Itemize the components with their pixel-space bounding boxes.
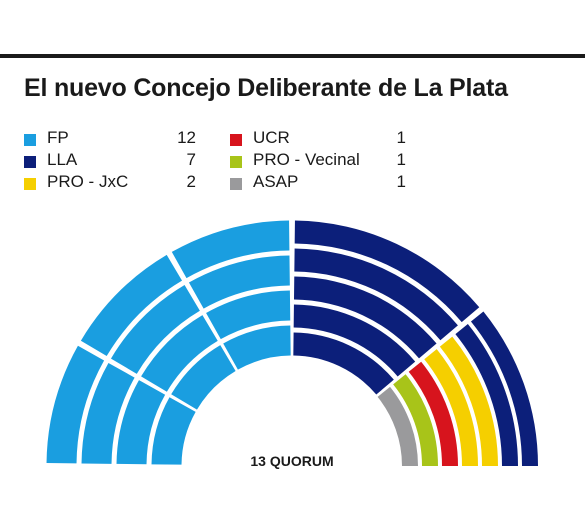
quorum-annotation: 13 QUORUM [250, 453, 333, 469]
seat-group [46, 220, 538, 466]
legend-swatch [230, 156, 242, 168]
seat [141, 315, 218, 392]
legend-label: PRO - JxC [47, 172, 129, 191]
seat [293, 304, 416, 377]
seat [293, 276, 437, 359]
seat [81, 362, 135, 464]
seat [439, 336, 498, 466]
top-rule [0, 54, 585, 58]
seat [188, 255, 290, 309]
seat [377, 386, 418, 466]
seat [293, 332, 394, 395]
legend-label: FP [47, 128, 69, 147]
legend-value: 1 [396, 150, 406, 169]
seat [294, 220, 480, 323]
seat [80, 254, 183, 357]
legend-label: LLA [47, 150, 78, 169]
legend: FP 12 LLA 7 PRO - JxC 2 UCR 1 PRO - Veci… [24, 128, 424, 198]
seat [294, 248, 458, 341]
legend-label: UCR [253, 128, 290, 147]
seat [470, 311, 538, 466]
seat [223, 325, 291, 370]
seat [455, 324, 518, 466]
legend-value: 1 [396, 172, 406, 191]
seat [206, 290, 291, 340]
seat [393, 374, 438, 466]
seat [110, 284, 200, 374]
legend-swatch [24, 134, 36, 146]
chart-title: El nuevo Concejo Deliberante de La Plata [24, 74, 508, 102]
legend-swatch [230, 134, 242, 146]
legend-value: 1 [396, 128, 406, 147]
seat [171, 345, 236, 410]
seat [151, 397, 196, 465]
seat [408, 361, 458, 466]
legend-swatch [230, 178, 242, 190]
legend-value: 12 [177, 128, 196, 147]
seat [424, 349, 478, 466]
legend-value: 2 [186, 172, 196, 191]
legend-swatch [24, 178, 36, 190]
legend-label: ASAP [253, 172, 299, 191]
legend-value: 7 [186, 150, 196, 169]
legend-label: PRO - Vecinal [253, 150, 360, 169]
seat [46, 345, 105, 464]
seat [116, 380, 166, 465]
legend-swatch [24, 156, 36, 168]
seat [171, 220, 290, 279]
